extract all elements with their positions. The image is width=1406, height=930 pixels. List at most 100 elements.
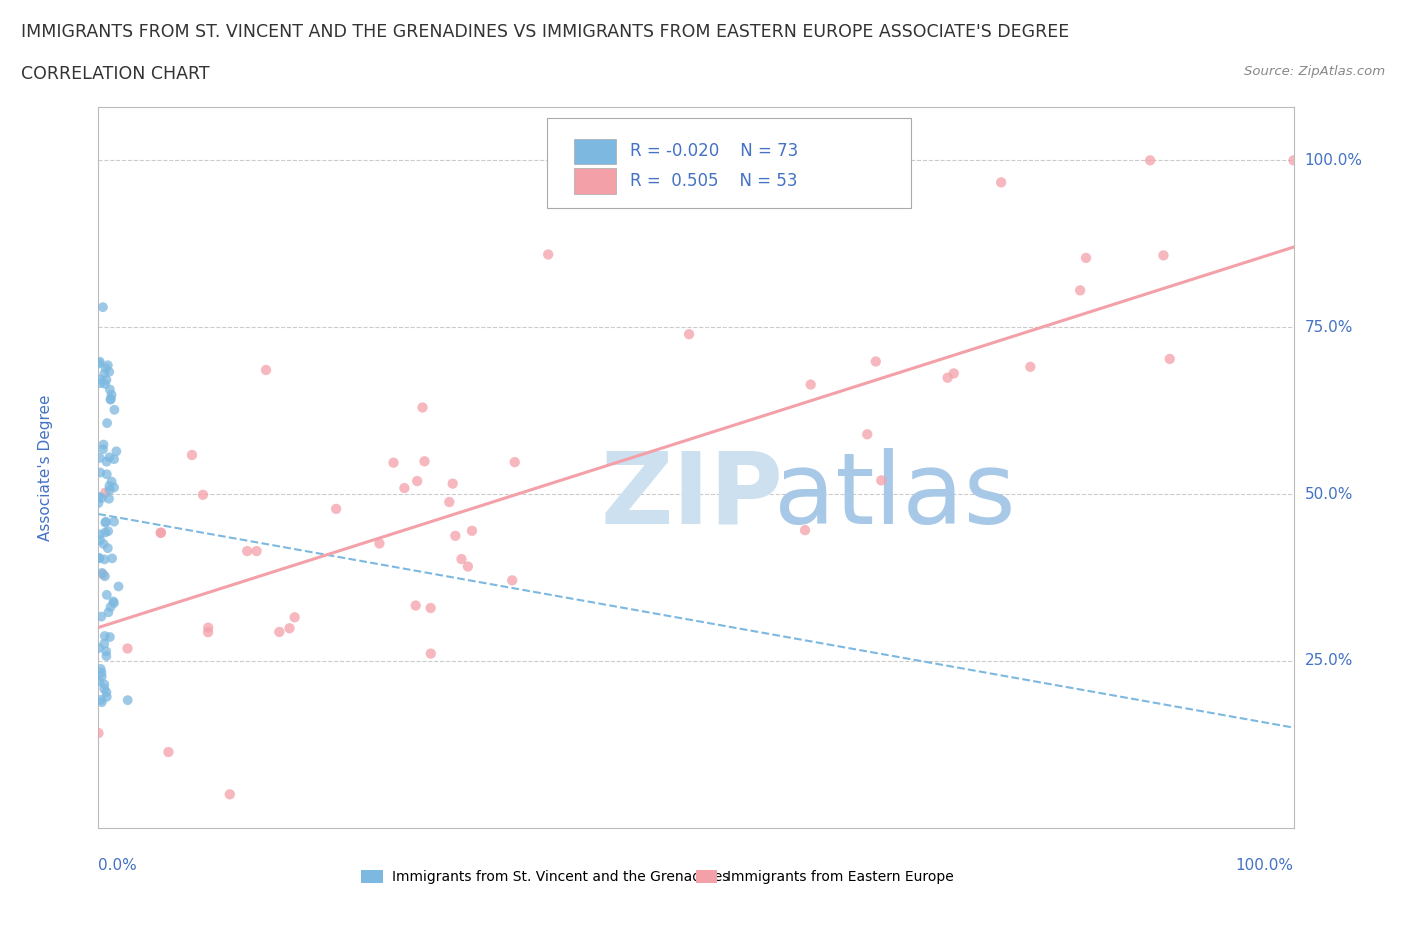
Text: 25.0%: 25.0% [1305, 654, 1353, 669]
Point [90, 692, 112, 707]
Point [117, 693, 139, 708]
Point [89, 551, 111, 565]
Point [439, 495, 461, 510]
Point [93, 682, 115, 697]
Point [93, 636, 115, 651]
Point [96, 588, 118, 603]
Point [1069, 283, 1091, 298]
Point [412, 400, 434, 415]
Point [89, 674, 111, 689]
Point [94, 377, 117, 392]
Point [149, 525, 172, 540]
Point [103, 595, 125, 610]
Point [94, 569, 117, 584]
Point [325, 501, 347, 516]
Point [405, 598, 427, 613]
Point [96, 648, 118, 663]
Point [157, 745, 180, 760]
Text: IMMIGRANTS FROM ST. VINCENT AND THE GRENADINES VS IMMIGRANTS FROM EASTERN EUROPE: IMMIGRANTS FROM ST. VINCENT AND THE GREN… [21, 23, 1070, 41]
Point [87, 641, 110, 656]
Bar [696, 870, 717, 883]
Point [87, 496, 110, 511]
Point [419, 601, 441, 616]
Text: R = -0.020    N = 73: R = -0.020 N = 73 [630, 142, 799, 160]
Point [413, 454, 436, 469]
Point [97, 358, 120, 373]
Point [94, 515, 117, 530]
Point [89, 465, 111, 480]
Point [394, 481, 416, 496]
Point [457, 559, 479, 574]
Point [94, 514, 117, 529]
Bar [574, 168, 616, 193]
Bar [361, 870, 382, 883]
Point [94, 525, 117, 540]
Point [419, 646, 441, 661]
Point [936, 370, 959, 385]
Point [96, 373, 118, 388]
Point [103, 594, 125, 609]
Point [461, 524, 484, 538]
Text: 0.0%: 0.0% [98, 858, 138, 873]
Point [98, 483, 121, 498]
Point [87, 551, 110, 565]
Point [97, 540, 120, 555]
Point [1159, 352, 1181, 366]
Point [1139, 153, 1161, 167]
Text: R =  0.505    N = 53: R = 0.505 N = 53 [630, 172, 797, 190]
Point [87, 489, 110, 504]
Point [197, 620, 219, 635]
Point [794, 523, 817, 538]
Point [678, 326, 700, 341]
Point [97, 604, 120, 619]
Point [278, 621, 301, 636]
Point [800, 377, 823, 392]
Point [181, 447, 204, 462]
Text: ZIP: ZIP [600, 447, 783, 545]
Point [245, 544, 267, 559]
Point [942, 366, 965, 381]
Point [90, 609, 112, 624]
Text: atlas: atlas [773, 447, 1015, 545]
Point [870, 473, 893, 488]
Point [93, 437, 115, 452]
Point [101, 551, 124, 565]
Point [990, 175, 1012, 190]
Point [94, 361, 117, 376]
Text: CORRELATION CHART: CORRELATION CHART [21, 65, 209, 83]
Point [105, 444, 128, 458]
Point [503, 455, 526, 470]
Point [89, 450, 111, 465]
Text: Immigrants from St. Vincent and the Grenadines: Immigrants from St. Vincent and the Gren… [392, 870, 730, 884]
Point [96, 416, 118, 431]
Point [89, 533, 111, 548]
FancyBboxPatch shape [547, 118, 911, 208]
Point [100, 388, 122, 403]
Point [218, 787, 240, 802]
Point [236, 544, 259, 559]
Text: 100.0%: 100.0% [1305, 153, 1362, 167]
Point [96, 467, 118, 482]
Point [269, 625, 291, 640]
Text: Source: ZipAtlas.com: Source: ZipAtlas.com [1244, 65, 1385, 78]
Point [444, 528, 467, 543]
Point [441, 476, 464, 491]
Point [100, 474, 122, 489]
Point [1019, 359, 1042, 374]
Text: 50.0%: 50.0% [1305, 486, 1353, 501]
Point [89, 356, 111, 371]
Point [98, 491, 121, 506]
Point [98, 630, 121, 644]
Point [93, 537, 115, 551]
Point [501, 573, 523, 588]
Text: 75.0%: 75.0% [1305, 320, 1353, 335]
Point [98, 365, 121, 379]
Bar [574, 139, 616, 164]
Point [91, 565, 114, 580]
Point [93, 366, 115, 381]
Point [100, 600, 122, 615]
Point [103, 403, 125, 418]
Point [89, 376, 111, 391]
Point [1153, 248, 1175, 263]
Point [89, 354, 111, 369]
